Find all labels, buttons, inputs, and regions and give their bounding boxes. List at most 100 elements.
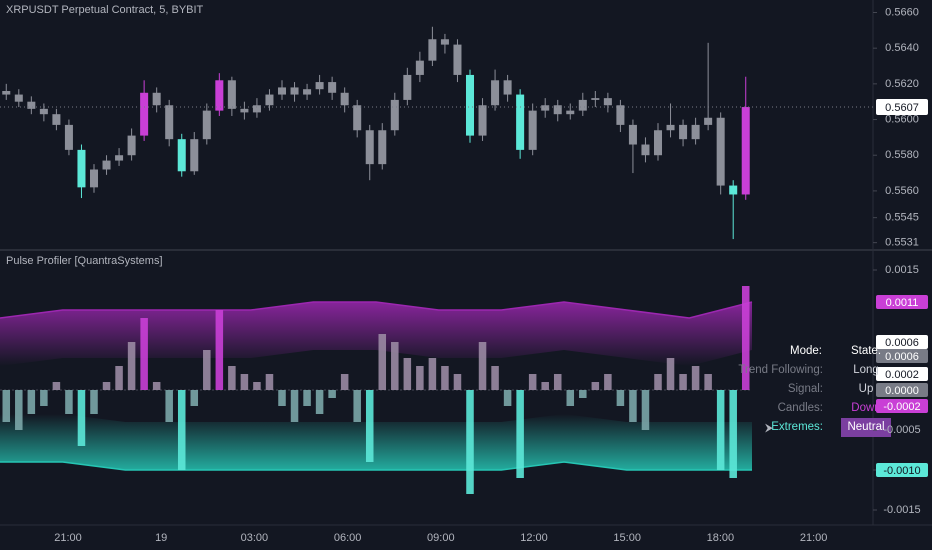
- histogram-bar: [290, 390, 299, 422]
- candle-body: [27, 101, 36, 109]
- band-area: [0, 414, 752, 470]
- candle-body: [177, 139, 186, 172]
- histogram-bar: [228, 366, 236, 390]
- histogram-bar: [240, 374, 249, 390]
- candle-body: [679, 124, 688, 140]
- candle-body: [303, 89, 312, 95]
- histogram-bar: [203, 350, 211, 390]
- candle-body: [127, 135, 136, 156]
- axis-badge-label: 0.0006: [885, 351, 919, 363]
- table-state: Up: [859, 383, 874, 395]
- candle-body: [115, 155, 124, 161]
- histogram-bar: [691, 366, 700, 390]
- histogram-bar: [729, 390, 737, 478]
- histogram-bar: [654, 374, 662, 390]
- table-mode: Candles:: [778, 402, 823, 414]
- y-tick-label: -0.0015: [883, 504, 920, 516]
- table-state: Long: [853, 364, 879, 376]
- histogram-bar: [666, 358, 675, 390]
- table-state: Down: [851, 402, 880, 414]
- histogram-bar: [741, 286, 750, 390]
- histogram-bar: [177, 390, 186, 470]
- histogram-bar: [378, 334, 387, 390]
- candle-body: [478, 105, 487, 136]
- histogram-bar: [353, 390, 361, 422]
- candle-body: [729, 185, 738, 195]
- histogram-bar: [516, 390, 524, 478]
- histogram-bar: [566, 390, 575, 406]
- candle-body: [465, 74, 475, 136]
- candle-body: [741, 107, 750, 195]
- candle-body: [102, 160, 111, 170]
- candle-body: [616, 105, 625, 125]
- candle-body: [390, 99, 399, 131]
- candle-body: [140, 92, 149, 136]
- histogram-bar: [77, 390, 86, 446]
- candle-body: [227, 80, 236, 109]
- table-mode: Extremes:: [771, 421, 823, 433]
- histogram-bar: [679, 374, 687, 390]
- histogram-bar: [152, 382, 161, 390]
- indicator-title: Pulse Profiler [QuantraSystems]: [6, 255, 163, 267]
- histogram-bar: [641, 390, 650, 430]
- x-tick-label: 06:00: [334, 532, 362, 544]
- last-price-label: 0.5607: [885, 102, 919, 114]
- band-area: [0, 302, 752, 366]
- y-tick-label: -0.0005: [883, 424, 920, 436]
- histogram-bar: [115, 366, 123, 390]
- histogram-bar: [27, 390, 36, 414]
- candle-body: [52, 114, 61, 125]
- histogram-bar: [541, 382, 549, 390]
- axis-badge: [876, 399, 928, 413]
- candle-body: [428, 39, 437, 61]
- candle-body: [440, 39, 449, 45]
- candle-body: [365, 130, 374, 165]
- candle-body: [403, 74, 412, 100]
- candle-body: [503, 80, 512, 95]
- table-header: State:: [851, 345, 881, 357]
- candle-body: [704, 117, 713, 125]
- histogram-bar: [65, 390, 73, 414]
- histogram-bar: [591, 382, 600, 390]
- band-edge: [0, 301, 753, 319]
- histogram-bar: [215, 310, 224, 390]
- candle-body: [152, 92, 161, 106]
- histogram-bar: [403, 358, 412, 390]
- candle-body: [14, 94, 23, 102]
- histogram-bar: [604, 374, 612, 390]
- x-tick-label: 18:00: [707, 532, 735, 544]
- histogram-bar: [303, 390, 311, 406]
- axis-badge: [876, 295, 928, 309]
- axis-badge: [876, 349, 928, 363]
- candle-body: [39, 108, 48, 115]
- axis-badge-label: 0.0002: [885, 369, 919, 381]
- axis-badge-label: 0.0006: [885, 337, 919, 349]
- y-tick-label: 0.5545: [885, 212, 919, 224]
- histogram-bar: [52, 382, 61, 390]
- y-tick-label: 0.5580: [885, 149, 919, 161]
- neutral-cell: [841, 418, 891, 437]
- histogram-bar: [127, 342, 136, 390]
- candle-body: [553, 105, 562, 115]
- candle-body: [328, 82, 337, 93]
- x-tick-label: 03:00: [241, 532, 269, 544]
- histogram-bar: [553, 374, 562, 390]
- histogram-bar: [579, 390, 587, 398]
- histogram-bar: [265, 374, 274, 390]
- candle-body: [628, 124, 637, 145]
- candle-body: [528, 110, 537, 150]
- histogram-bar: [478, 342, 487, 390]
- histogram-bar: [15, 390, 23, 430]
- histogram-bar: [365, 390, 374, 462]
- candle-body: [641, 144, 650, 156]
- x-tick-label: 15:00: [613, 532, 641, 544]
- candle-body: [415, 60, 424, 75]
- histogram-bar: [616, 390, 625, 406]
- histogram-bar: [90, 390, 98, 414]
- histogram-bar: [190, 390, 199, 406]
- x-tick-label: 21:00: [54, 532, 82, 544]
- candle-body: [653, 130, 663, 156]
- axis-badge-label: -0.0010: [883, 465, 920, 477]
- candle-body: [566, 110, 575, 115]
- x-tick-label: 12:00: [520, 532, 548, 544]
